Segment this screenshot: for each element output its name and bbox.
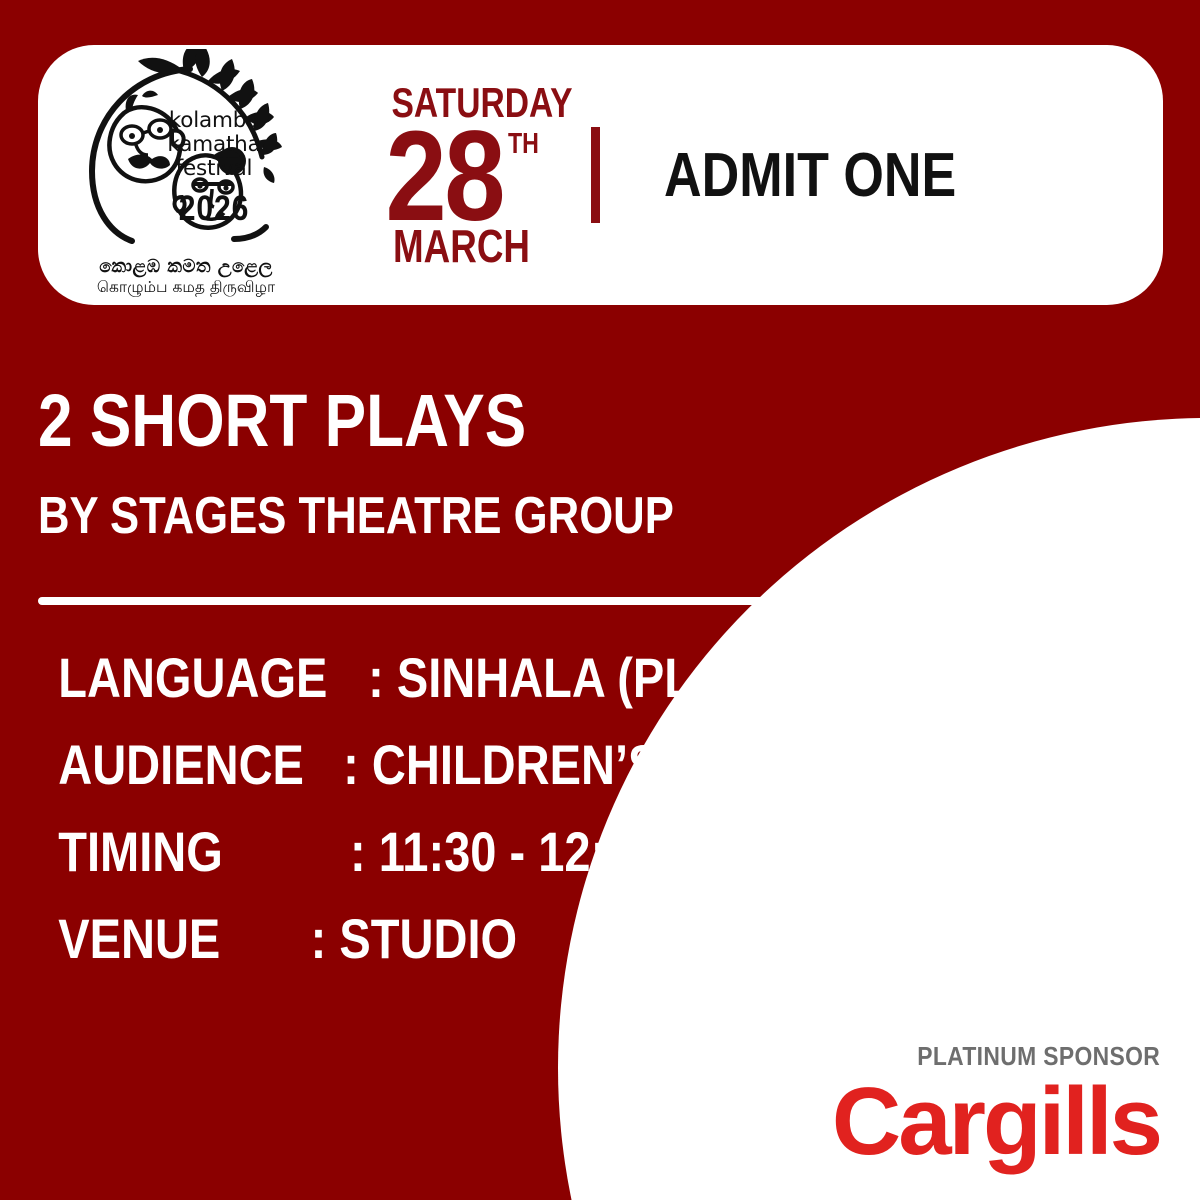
date-day-number: 28 — [385, 104, 506, 248]
page-title: 2 SHORT PLAYS — [38, 379, 527, 462]
horizontal-divider — [38, 597, 1162, 605]
detail-value: : CHILDREN’S THEATRE — [343, 733, 892, 796]
admit-one-text: ADMIT ONE — [664, 140, 957, 210]
header-card: kolamba kamatha festival 2026 කොළඹ කමත උ… — [38, 45, 1163, 305]
date-month: MARCH — [393, 219, 530, 272]
header-separator-bar — [591, 127, 600, 223]
detail-value: : SINHALA (PLAY 1), TAMIL (PLAY 2) — [368, 646, 1178, 709]
detail-label: AUDIENCE — [58, 733, 304, 796]
date-weekday: SATURDAY — [391, 78, 573, 126]
logo-native-text: කොළඹ කමත උළෙල கொழும்ப கமத திருவிழா — [62, 256, 310, 296]
detail-row-audience: AUDIENCE : CHILDREN’S THEATRE — [38, 732, 1158, 819]
sponsor-block: PLATINUM SPONSOR Cargills — [831, 1041, 1163, 1175]
logo-wordmark: kolamba kamatha festival — [144, 108, 284, 182]
page-subtitle: BY STAGES THEATRE GROUP — [38, 487, 674, 545]
detail-row-venue: VENUE : STUDIO — [38, 906, 1158, 993]
logo-wordmark-line1: kolamba — [168, 108, 260, 133]
event-details-list: LANGUAGE : SINHALA (PLAY 1), TAMIL (PLAY… — [38, 645, 1177, 993]
detail-label: TIMING — [58, 820, 223, 883]
festival-logo: kolamba kamatha festival 2026 කොළඹ කමත උ… — [62, 49, 310, 301]
date-day-row: 28 TH — [374, 104, 549, 248]
cargills-logo: Cargills — [831, 1068, 1163, 1175]
logo-artwork-icon — [88, 49, 282, 244]
logo-wordmark-line2: kamatha — [167, 132, 261, 158]
detail-label: VENUE — [58, 907, 221, 970]
logo-divider-rule — [194, 182, 232, 186]
logo-sinhala-text: කොළඹ කමත උළෙල — [99, 256, 273, 277]
date-ordinal-suffix: TH — [508, 127, 540, 160]
detail-label: LANGUAGE — [58, 646, 328, 709]
logo-year: 2026 — [178, 189, 250, 228]
detail-row-timing: TIMING : 11:30 - 12:30 (30 MINS X 2) — [38, 819, 1158, 906]
detail-row-language: LANGUAGE : SINHALA (PLAY 1), TAMIL (PLAY… — [38, 645, 1177, 732]
logo-wordmark-line3: festival — [175, 156, 253, 182]
event-date: SATURDAY 28 TH MARCH — [374, 78, 573, 272]
detail-value: : 11:30 - 12:30 (30 MINS X 2) — [350, 820, 970, 883]
logo-tamil-text: கொழும்ப கமத திருவிழா — [96, 277, 276, 296]
sponsor-label: PLATINUM SPONSOR — [917, 1041, 1160, 1071]
detail-value: : STUDIO — [310, 907, 518, 970]
